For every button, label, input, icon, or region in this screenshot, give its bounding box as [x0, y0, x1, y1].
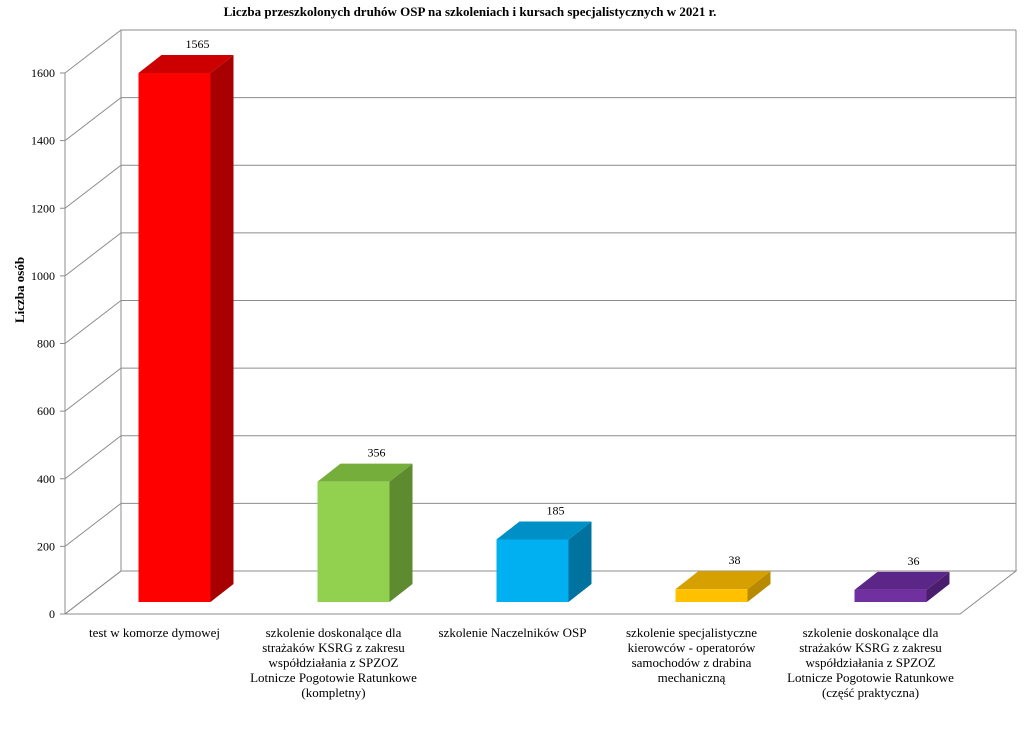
bar-side — [210, 55, 234, 602]
chart-title: Liczba przeszkolonych druhów OSP na szko… — [224, 4, 717, 19]
bar-front — [854, 589, 927, 602]
category-label: szkolenie doskonalące dla strażaków KSRG… — [250, 625, 417, 700]
y-axis-ticks: 0 200 400 600 800 1000 1200 1400 1600 — [31, 66, 65, 621]
gridline — [64, 97, 1016, 142]
bar — [138, 55, 234, 602]
bar-side — [568, 521, 592, 602]
bar-top — [138, 55, 234, 73]
gridline — [64, 300, 1016, 344]
data-label: 356 — [368, 446, 386, 460]
data-label: 185 — [547, 503, 565, 517]
data-label: 38 — [729, 553, 741, 567]
data-label: 36 — [908, 554, 920, 568]
gridlines — [64, 29, 1016, 615]
gridline — [64, 502, 1016, 547]
bar-top — [317, 463, 413, 482]
bar — [317, 463, 413, 602]
bar-top — [496, 521, 592, 540]
y-tick-label: 400 — [37, 472, 55, 486]
bar-top — [854, 571, 950, 590]
bar-front — [317, 481, 390, 602]
y-axis-label: Liczba osób — [12, 257, 27, 323]
gridline — [64, 570, 1016, 615]
y-tick-label: 600 — [37, 404, 55, 418]
y-tick-label: 200 — [37, 539, 55, 553]
y-tick-label: 1000 — [31, 269, 55, 283]
gridline — [64, 29, 1016, 74]
bar-side — [747, 571, 771, 602]
gridline — [64, 232, 1016, 277]
data-labels: 1565 356 185 38 36 — [186, 37, 920, 568]
y-tick-label: 0 — [49, 607, 55, 621]
bar-front — [138, 73, 211, 602]
y-tick-label: 800 — [37, 337, 55, 351]
bar — [675, 571, 771, 602]
bars — [138, 55, 950, 602]
gridline — [64, 435, 1016, 480]
y-tick-label: 1200 — [31, 201, 55, 215]
bar — [496, 521, 592, 602]
bar — [854, 571, 950, 602]
data-label: 1565 — [186, 37, 210, 51]
gridline — [64, 164, 1016, 209]
y-tick-label: 1600 — [31, 66, 55, 80]
gridline — [64, 367, 1016, 412]
bar-front — [675, 589, 748, 602]
category-label: szkolenie doskonalące dla strażaków KSRG… — [787, 625, 954, 700]
bar-top — [675, 571, 771, 590]
category-label: szkolenie Naczelników OSP — [438, 625, 587, 640]
bar-side — [926, 571, 950, 602]
category-label: szkolenie specjalistyczne kierowców - op… — [625, 625, 758, 685]
y-tick-label: 1400 — [31, 134, 55, 148]
bar-front — [496, 539, 569, 602]
bar-side — [389, 463, 413, 602]
category-label: test w komorze dymowej — [88, 625, 221, 640]
